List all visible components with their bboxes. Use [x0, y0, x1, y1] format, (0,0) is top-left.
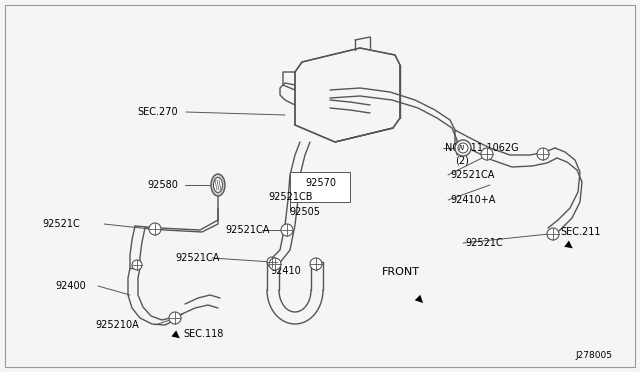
- Bar: [290, 172, 350, 202]
- Text: N: N: [458, 145, 463, 151]
- Text: 925210A: 925210A: [95, 320, 139, 330]
- Circle shape: [281, 224, 293, 236]
- Circle shape: [269, 258, 281, 270]
- Text: 92521CA: 92521CA: [225, 225, 269, 235]
- Text: 92400: 92400: [55, 281, 86, 291]
- Text: J278005: J278005: [575, 350, 612, 359]
- Text: N08911-1062G: N08911-1062G: [445, 143, 518, 153]
- Text: SEC.211: SEC.211: [560, 227, 600, 237]
- Circle shape: [267, 257, 277, 267]
- Text: FRONT: FRONT: [382, 267, 420, 277]
- Text: 92570: 92570: [305, 178, 336, 188]
- Text: 92521C: 92521C: [42, 219, 80, 229]
- Circle shape: [481, 148, 493, 160]
- Circle shape: [149, 223, 161, 235]
- Circle shape: [132, 260, 142, 270]
- Text: 92580: 92580: [147, 180, 178, 190]
- Ellipse shape: [214, 177, 223, 192]
- Text: 92505: 92505: [289, 207, 320, 217]
- Text: SEC.270: SEC.270: [138, 107, 178, 117]
- Text: 92410+A: 92410+A: [450, 195, 495, 205]
- Text: (2): (2): [455, 155, 469, 165]
- Text: 92521C: 92521C: [465, 238, 503, 248]
- Text: 92521CA: 92521CA: [450, 170, 494, 180]
- Circle shape: [455, 140, 471, 156]
- Text: 92521CA: 92521CA: [175, 253, 220, 263]
- Circle shape: [169, 312, 181, 324]
- Text: SEC.118: SEC.118: [183, 329, 223, 339]
- Text: 92521CB: 92521CB: [268, 192, 312, 202]
- Circle shape: [547, 228, 559, 240]
- Circle shape: [458, 143, 468, 153]
- Circle shape: [310, 258, 322, 270]
- Text: 92410: 92410: [270, 266, 301, 276]
- Circle shape: [537, 148, 549, 160]
- Ellipse shape: [211, 174, 225, 196]
